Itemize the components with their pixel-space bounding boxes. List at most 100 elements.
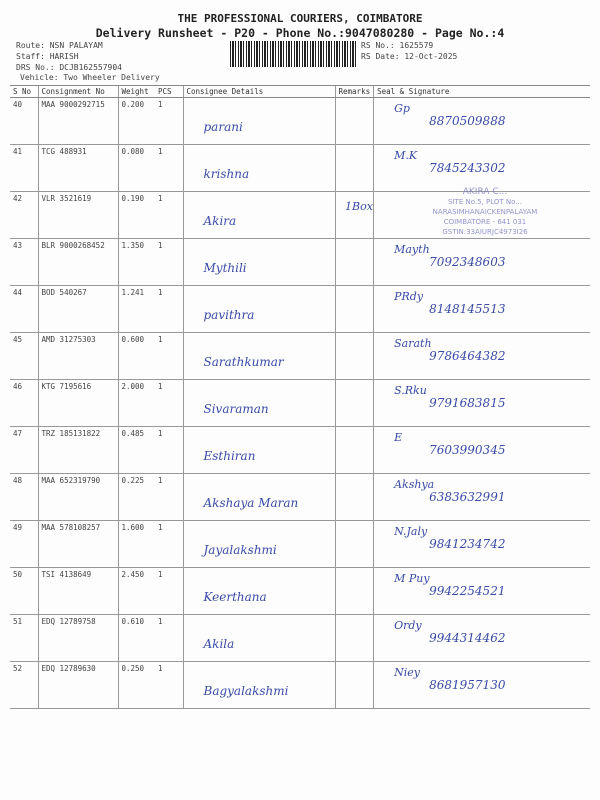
- cell-consignee: Sarathkumar: [182, 332, 335, 380]
- consignee-name: Sarathkumar: [203, 355, 284, 369]
- table-row: 43 BLR 9000268452 1.350 1 Mythili Mayth 709234…: [10, 238, 590, 286]
- cell-signature: Akshya 6383632991: [373, 473, 590, 521]
- cell-signature: M Puy 9942254521: [373, 567, 590, 615]
- cell-wt: 0.190: [117, 191, 155, 239]
- cell-wt: 1.600: [117, 520, 155, 568]
- phone-number: 8681957130: [429, 678, 506, 692]
- cell-signature: M.K 7845243302: [373, 144, 590, 192]
- rs-no: RS No.: 1625579: [361, 41, 434, 50]
- cell-remarks: [334, 661, 374, 709]
- cell-consignee: Sivaraman: [182, 379, 335, 427]
- cell-pcs: 1: [155, 144, 183, 192]
- phone-number: 9841234742: [429, 537, 506, 551]
- table-row: 52 EDQ 12789630 0.250 1 Bagyalakshmi Niey 8681…: [10, 661, 590, 709]
- remark-box: 1Box: [345, 200, 373, 213]
- runsheet-subtitle: Delivery Runsheet - P20 - Phone No.:9047…: [95, 26, 505, 40]
- cell-wt: 0.225: [117, 473, 155, 521]
- cell-consignee: Bagyalakshmi: [182, 661, 335, 709]
- barcode: [230, 41, 358, 67]
- cell-sno: 42: [10, 191, 38, 239]
- consignee-name: Mythili: [203, 261, 247, 275]
- signature: M.K: [394, 149, 418, 162]
- table-row: 50 TSI 4138649 2.450 1 Keerthana M Puy 9942254…: [10, 567, 590, 615]
- signature: Ordy: [394, 619, 422, 632]
- consignee-name: Esthiran: [203, 449, 256, 463]
- signature: Niey: [394, 666, 420, 679]
- cell-pcs: 1: [155, 473, 183, 521]
- column-header: Seal & Signature: [373, 85, 590, 98]
- stamp-line: SITE No.5, PLOT No...: [448, 198, 522, 206]
- signature: Akshya: [394, 478, 435, 491]
- consignee-name: Akira: [203, 214, 237, 228]
- cell-consignee: pavithra: [182, 285, 335, 333]
- cell-cn: KTG 7195616: [37, 379, 118, 427]
- stamp-line: COIMBATORE - 641 031: [443, 218, 527, 226]
- cell-sno: 49: [10, 520, 38, 568]
- cell-remarks: [334, 614, 374, 662]
- phone-number: 6383632991: [429, 490, 506, 504]
- cell-sno: 51: [10, 614, 38, 662]
- cell-pcs: 1: [155, 614, 183, 662]
- cell-wt: 0.250: [117, 661, 155, 709]
- column-header: Weight: [117, 85, 155, 98]
- cell-remarks: [334, 332, 374, 380]
- table-row: 47 TRZ 185131822 0.485 1 Esthiran E 7603990345: [10, 426, 590, 474]
- column-header: Consignee Details: [182, 85, 335, 98]
- table-row: 51 EDQ 12789758 0.610 1 Akila Ordy 9944314462: [10, 614, 590, 662]
- cell-remarks: [334, 473, 374, 521]
- table-row: 41 TCG 488931 0.080 1 krishna M.K 7845243302: [10, 144, 590, 192]
- cell-signature: Gp 8870509888: [373, 97, 590, 145]
- cell-remarks: [334, 191, 374, 239]
- cell-signature: Sarath 9786464382: [373, 332, 590, 380]
- consignee-name: Bagyalakshmi: [203, 684, 289, 698]
- column-header: S No: [10, 85, 38, 98]
- runsheet-table: S No Consignment No Weight PCS Consignee Det…: [10, 85, 590, 709]
- cell-signature: E 7603990345: [373, 426, 590, 474]
- cell-sno: 46: [10, 379, 38, 427]
- cell-consignee: krishna: [182, 144, 335, 192]
- cell-pcs: 1: [155, 426, 183, 474]
- cell-remarks: [334, 238, 374, 286]
- cell-signature: N.Jaly 9841234742: [373, 520, 590, 568]
- cell-cn: AMD 31275303: [37, 332, 118, 380]
- phone-number: 8148145513: [429, 302, 506, 316]
- consignee-name: Akila: [203, 637, 235, 651]
- staff: Staff: HARISH: [16, 52, 79, 61]
- cell-sno: 43: [10, 238, 38, 286]
- cell-pcs: 1: [155, 97, 183, 145]
- stamp-line: GSTIN:33AIURJC4973I26: [442, 228, 528, 236]
- stamp-line: NARASIMHANAICKENPALAYAM: [432, 208, 538, 216]
- cell-consignee: Akila: [182, 614, 335, 662]
- cell-cn: VLR 3521619: [37, 191, 118, 239]
- cell-remarks: [334, 144, 374, 192]
- table-row: 49 MAA 578108257 1.600 1 Jayalakshmi N.Jaly 98…: [10, 520, 590, 568]
- cell-wt: 1.241: [117, 285, 155, 333]
- cell-cn: EDQ 12789758: [37, 614, 118, 662]
- cell-remarks: [334, 520, 374, 568]
- cell-remarks: [334, 97, 374, 145]
- table-row: 48 MAA 652319790 0.225 1 Akshaya Maran Akshya…: [10, 473, 590, 521]
- column-header: Consignment No: [37, 85, 118, 98]
- cell-signature: Niey 8681957130: [373, 661, 590, 709]
- cell-remarks: [334, 285, 374, 333]
- cell-wt: 2.450: [117, 567, 155, 615]
- table-row: 44 BOD 540267 1.241 1 pavithra PRdy 8148145513: [10, 285, 590, 333]
- phone-number: 7092348603: [429, 255, 506, 269]
- phone-number: 9944314462: [429, 631, 506, 645]
- table-row: 42 VLR 3521619 0.190 1 Akira: [10, 191, 590, 239]
- cell-pcs: 1: [155, 567, 183, 615]
- company-stamp: AKIRA C... SITE No.5, PLOT No... NARASIM…: [385, 187, 585, 237]
- signature: Sarath: [394, 337, 432, 350]
- phone-number: 9942254521: [429, 584, 506, 598]
- cell-pcs: 1: [155, 661, 183, 709]
- cell-consignee: Keerthana: [182, 567, 335, 615]
- drs-no: DRS No.: DCJB162557904: [16, 63, 122, 72]
- cell-cn: MAA 578108257: [37, 520, 118, 568]
- cell-pcs: 1: [155, 379, 183, 427]
- cell-wt: 0.600: [117, 332, 155, 380]
- cell-consignee: Akshaya Maran: [182, 473, 335, 521]
- consignee-name: parani: [203, 120, 243, 134]
- cell-cn: TCG 488931: [37, 144, 118, 192]
- cell-pcs: 1: [155, 238, 183, 286]
